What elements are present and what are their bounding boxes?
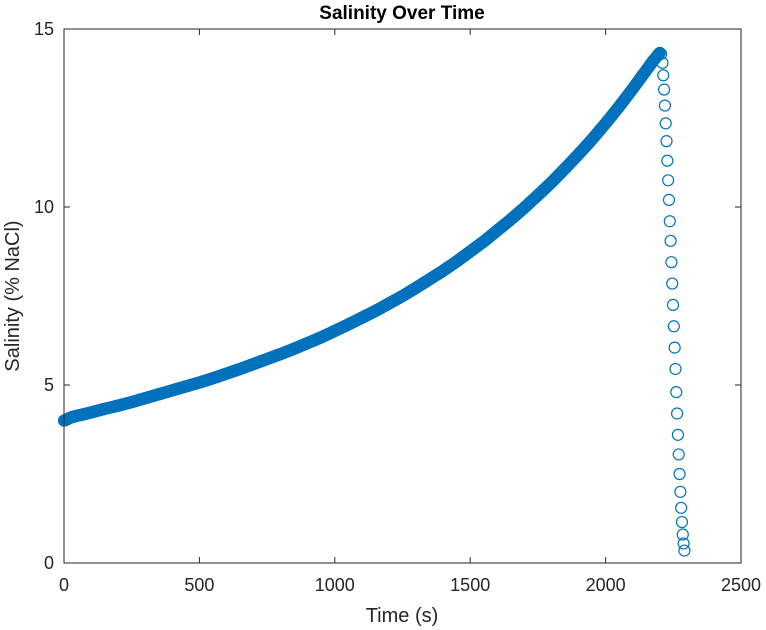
chart-title: Salinity Over Time — [319, 3, 484, 24]
data-point — [663, 215, 676, 228]
x-tick-label: 2500 — [721, 575, 761, 595]
x-axis-label: Time (s) — [366, 605, 439, 627]
data-point — [659, 117, 672, 130]
data-point — [662, 193, 676, 206]
data-point — [656, 56, 669, 69]
x-tick-label: 1000 — [315, 575, 355, 595]
data-point — [657, 69, 670, 82]
data-point — [674, 485, 687, 498]
data-point — [677, 537, 690, 550]
data-point — [661, 154, 674, 167]
data-point — [675, 515, 689, 529]
y-tick-label: 10 — [34, 197, 54, 217]
y-tick-label: 15 — [34, 19, 54, 39]
y-axis-ticks: 0 5 10 15 — [34, 19, 741, 573]
data-point — [672, 448, 685, 461]
data-point — [666, 277, 679, 290]
data-point — [662, 174, 675, 187]
x-tick-label: 0 — [59, 575, 69, 595]
x-axis-ticks: 0 500 1000 1500 2000 2500 — [59, 29, 761, 595]
data-point — [669, 362, 682, 376]
x-tick-label: 500 — [184, 575, 214, 595]
data-point — [658, 99, 672, 112]
data-point — [657, 83, 671, 96]
data-point — [668, 341, 681, 354]
data-point — [666, 298, 680, 311]
data-point — [660, 135, 673, 148]
data-point — [671, 428, 685, 441]
data-point — [665, 256, 678, 269]
data-point — [675, 501, 688, 514]
data-point — [670, 407, 684, 420]
data-point — [676, 528, 689, 541]
y-axis-label: Salinity (% NaCl) — [2, 220, 24, 371]
x-tick-label: 2000 — [586, 575, 626, 595]
y-tick-label: 5 — [44, 375, 54, 395]
y-tick-label: 0 — [44, 553, 54, 573]
data-point — [655, 47, 668, 61]
data-point — [664, 234, 677, 247]
plot-box — [63, 28, 742, 564]
data-markers — [57, 46, 691, 557]
data-point — [667, 320, 680, 333]
x-tick-label: 1500 — [450, 575, 490, 595]
data-point — [670, 386, 683, 399]
data-point — [678, 544, 691, 557]
data-point — [673, 467, 686, 481]
